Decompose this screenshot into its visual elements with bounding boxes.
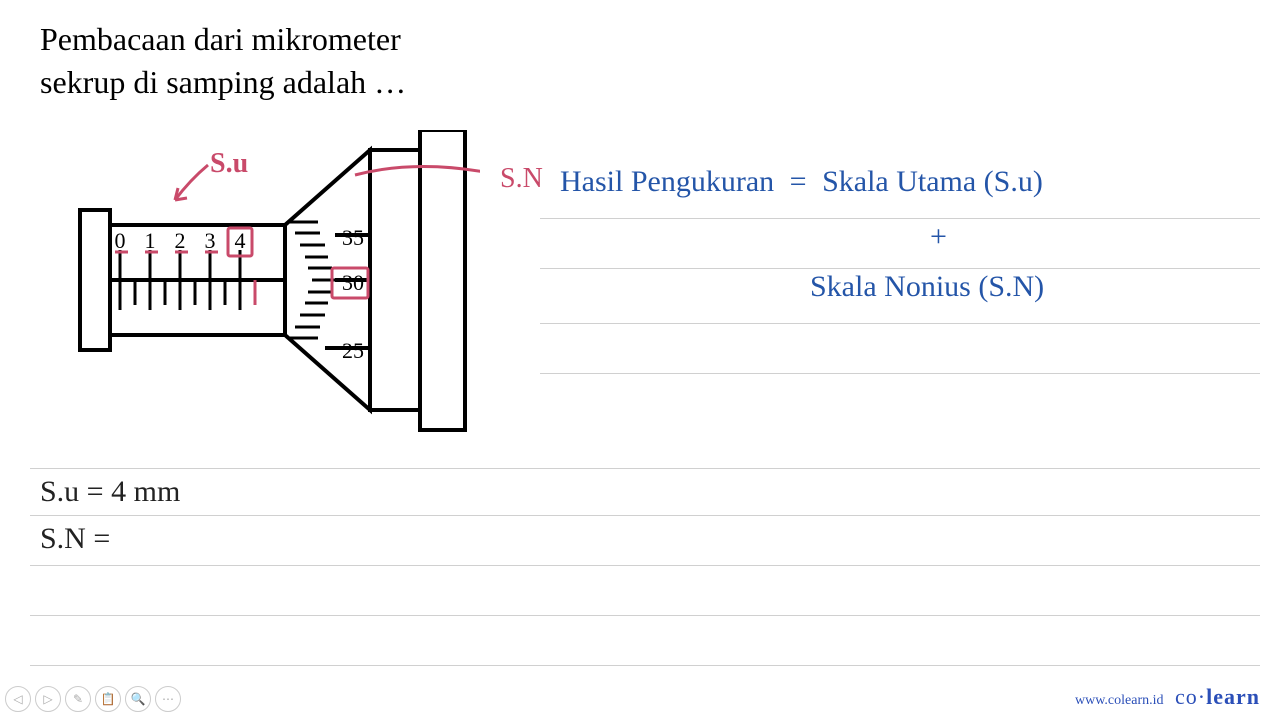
question-line-1: Pembacaan dari mikrometer xyxy=(40,18,406,61)
question-line-2: sekrup di samping adalah … xyxy=(40,61,406,104)
thimble-label-30: 30 xyxy=(342,270,364,295)
notes-hasil: Hasil Pengukuran xyxy=(560,165,774,198)
rule-line xyxy=(30,468,1260,469)
footer-brand: co·learn xyxy=(1175,684,1260,709)
rule-line xyxy=(540,218,1260,219)
worked-sn: S.N = xyxy=(40,522,110,556)
main-scale-label-0: 0 xyxy=(115,228,126,253)
annotation-su: S.u xyxy=(210,148,248,180)
notes-plus: + xyxy=(930,220,947,254)
next-button[interactable]: ▷ xyxy=(35,686,61,712)
rule-line xyxy=(540,268,1260,269)
notes-skala-nonius: Skala Nonius (S.N) xyxy=(810,270,1044,304)
worked-su: S.u = 4 mm xyxy=(40,475,180,509)
footer: www.colearn.id co·learn xyxy=(1075,684,1260,710)
main-scale-label-4: 4 xyxy=(235,228,246,253)
clipboard-button[interactable]: 📋 xyxy=(95,686,121,712)
micrometer-diagram: 0 1 2 3 4 35 30 25 xyxy=(60,130,480,450)
main-scale-label-2: 2 xyxy=(175,228,186,253)
question-text: Pembacaan dari mikrometer sekrup di samp… xyxy=(40,18,406,104)
rule-line xyxy=(540,323,1260,324)
rule-line xyxy=(30,665,1260,666)
thimble-label-35: 35 xyxy=(342,225,364,250)
notes-skala-utama: Skala Utama (S.u) xyxy=(822,165,1043,198)
playback-controls: ◁ ▷ ✎ 📋 🔍 ⋯ xyxy=(5,686,181,712)
rule-line xyxy=(30,615,1260,616)
main-scale-label-1: 1 xyxy=(145,228,156,253)
footer-url: www.colearn.id xyxy=(1075,693,1164,708)
notes-eq: = xyxy=(790,165,807,198)
pen-button[interactable]: ✎ xyxy=(65,686,91,712)
prev-button[interactable]: ◁ xyxy=(5,686,31,712)
notes-line-1: Hasil Pengukuran = Skala Utama (S.u) xyxy=(560,165,1043,199)
main-scale-label-3: 3 xyxy=(205,228,216,253)
more-button[interactable]: ⋯ xyxy=(155,686,181,712)
rule-line xyxy=(540,373,1260,374)
rule-line xyxy=(30,515,1260,516)
rule-line xyxy=(30,565,1260,566)
thimble-label-25: 25 xyxy=(342,338,364,363)
zoom-button[interactable]: 🔍 xyxy=(125,686,151,712)
annotation-sn: S.N xyxy=(500,163,543,195)
